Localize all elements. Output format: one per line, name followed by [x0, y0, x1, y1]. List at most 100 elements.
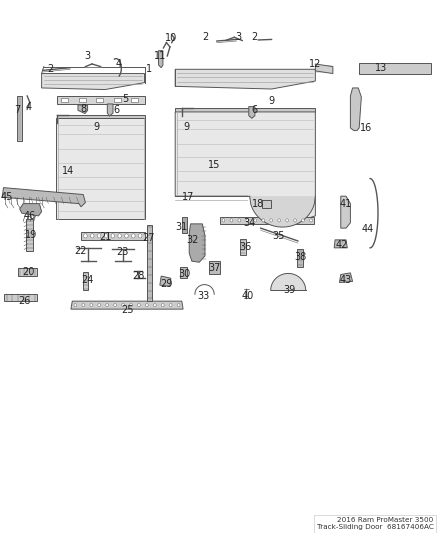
Circle shape: [154, 304, 156, 307]
Polygon shape: [71, 301, 183, 309]
Circle shape: [262, 219, 265, 222]
Circle shape: [138, 304, 140, 307]
Circle shape: [118, 233, 121, 238]
Text: 9: 9: [268, 96, 275, 106]
Polygon shape: [78, 105, 88, 114]
Polygon shape: [2, 188, 85, 207]
Text: 23: 23: [117, 247, 129, 257]
Polygon shape: [57, 115, 145, 118]
Text: 29: 29: [160, 279, 173, 288]
Text: 31: 31: [176, 222, 188, 231]
Text: 14: 14: [62, 166, 74, 175]
FancyBboxPatch shape: [61, 98, 68, 102]
Circle shape: [91, 233, 94, 238]
Text: 28: 28: [132, 271, 144, 280]
Polygon shape: [209, 261, 220, 274]
Text: 9: 9: [93, 122, 99, 132]
Text: 37: 37: [208, 263, 221, 273]
Circle shape: [254, 219, 257, 222]
Polygon shape: [175, 112, 315, 223]
Circle shape: [310, 219, 312, 222]
Circle shape: [122, 304, 124, 307]
Circle shape: [74, 304, 77, 307]
Circle shape: [114, 304, 117, 307]
Text: 38: 38: [294, 253, 306, 262]
Circle shape: [177, 304, 180, 307]
FancyBboxPatch shape: [114, 98, 121, 102]
Circle shape: [246, 219, 249, 222]
Text: 3: 3: [236, 33, 242, 42]
Polygon shape: [175, 108, 315, 112]
Text: 32: 32: [187, 235, 199, 245]
Polygon shape: [249, 107, 255, 118]
Circle shape: [238, 219, 240, 222]
Circle shape: [145, 304, 148, 307]
Text: 40: 40: [241, 291, 254, 301]
Text: 9: 9: [183, 122, 189, 132]
Text: 34: 34: [244, 218, 256, 228]
Circle shape: [302, 219, 304, 222]
Polygon shape: [350, 88, 361, 131]
Polygon shape: [189, 224, 205, 262]
Text: 13: 13: [375, 63, 387, 73]
Polygon shape: [315, 64, 333, 74]
Polygon shape: [42, 74, 145, 90]
Circle shape: [170, 304, 172, 307]
Circle shape: [111, 233, 114, 238]
Text: 36: 36: [239, 242, 251, 252]
Polygon shape: [57, 96, 145, 104]
Polygon shape: [160, 276, 171, 286]
Text: 43: 43: [340, 275, 352, 285]
Text: 21: 21: [99, 232, 111, 242]
Text: 4: 4: [25, 102, 32, 111]
Circle shape: [82, 304, 85, 307]
Text: 1: 1: [146, 64, 152, 74]
Text: 45: 45: [0, 192, 13, 202]
Text: 2016 Ram ProMaster 3500
Track-Sliding Door  68167406AC: 2016 Ram ProMaster 3500 Track-Sliding Do…: [317, 518, 434, 530]
Circle shape: [130, 304, 132, 307]
Text: 3: 3: [85, 51, 91, 61]
Circle shape: [97, 233, 101, 238]
Polygon shape: [339, 273, 353, 282]
Circle shape: [294, 219, 297, 222]
Polygon shape: [334, 240, 347, 248]
Text: 8: 8: [80, 104, 86, 114]
Circle shape: [138, 233, 142, 238]
Text: 6: 6: [113, 106, 119, 115]
Polygon shape: [83, 272, 88, 290]
Circle shape: [98, 304, 100, 307]
Text: 18: 18: [252, 199, 265, 208]
Circle shape: [131, 233, 135, 238]
Text: 27: 27: [143, 233, 155, 243]
Polygon shape: [262, 200, 271, 208]
Text: 19: 19: [25, 230, 38, 239]
Polygon shape: [271, 273, 306, 290]
Circle shape: [84, 233, 87, 238]
Text: 25: 25: [121, 305, 133, 315]
Polygon shape: [220, 217, 314, 224]
Circle shape: [222, 219, 225, 222]
Polygon shape: [240, 239, 246, 255]
Text: 35: 35: [272, 231, 284, 240]
Circle shape: [104, 233, 108, 238]
Text: 39: 39: [283, 286, 295, 295]
Text: 42: 42: [336, 240, 348, 250]
Text: 17: 17: [182, 192, 194, 202]
Text: 12: 12: [309, 59, 321, 69]
Polygon shape: [18, 268, 37, 276]
Text: 20: 20: [22, 267, 35, 277]
Polygon shape: [159, 51, 163, 68]
Text: 2: 2: [251, 33, 257, 42]
Text: 22: 22: [74, 246, 86, 255]
Circle shape: [278, 219, 280, 222]
Circle shape: [106, 304, 109, 307]
Polygon shape: [17, 96, 22, 141]
FancyBboxPatch shape: [96, 98, 103, 102]
Text: 41: 41: [340, 199, 352, 208]
FancyBboxPatch shape: [79, 98, 86, 102]
Text: 2: 2: [47, 64, 53, 74]
Polygon shape: [147, 225, 152, 301]
Polygon shape: [359, 63, 431, 74]
Text: 2: 2: [203, 33, 209, 42]
Text: 46: 46: [24, 211, 36, 221]
